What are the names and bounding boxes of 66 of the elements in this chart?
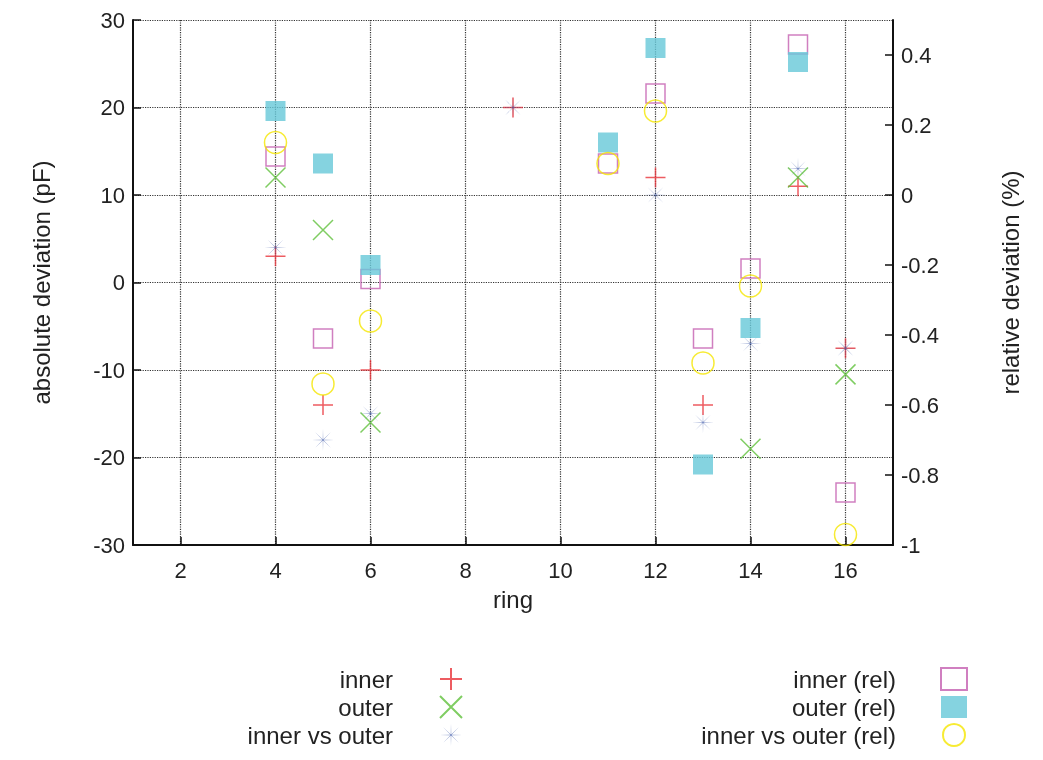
y-axis-title: absolute deviation (pF) [27,160,55,405]
point [692,328,714,349]
point [788,52,808,72]
point [311,372,335,396]
point [360,268,381,290]
y-tick-label: 10 [100,182,125,208]
y2-tick-label: 0.4 [901,42,932,68]
point [360,255,381,275]
x-tick-label: 12 [643,557,668,583]
point [264,236,287,259]
legend-label: inner vs outer (rel) [701,721,896,749]
point [645,83,666,104]
point [312,219,334,241]
point [264,166,287,189]
y2-tick-label: -0.6 [901,392,939,418]
x-tick-label: 14 [738,557,763,583]
point [598,132,618,153]
point [312,328,334,349]
point [359,411,382,434]
point [787,166,809,189]
point [358,309,383,333]
y2-axis-title: relative deviation (%) [996,170,1024,395]
point [265,146,286,167]
point [740,258,761,279]
point [787,34,809,55]
y2-tick-label: -1 [901,532,921,558]
y2-tick-label: 0 [901,182,914,208]
point [312,429,334,451]
x-tick-label: 16 [833,557,858,583]
point [691,351,715,375]
point [740,318,761,338]
point [312,394,334,416]
point [738,274,763,298]
y2-tick-label: -0.4 [901,322,939,348]
x-axis-title: ring [492,585,534,613]
y-tick-label: 20 [100,95,125,120]
y-tick-label: 0 [112,270,125,295]
point [834,363,857,386]
y-tick-label: -20 [93,445,125,470]
x-tick-label: 2 [174,557,187,583]
point [313,153,333,174]
legend-label: inner vs outer [247,721,394,749]
legend-label: outer [338,693,394,721]
point [643,99,668,123]
point [739,438,762,460]
point [359,359,382,381]
point [645,38,666,58]
x-tick-label: 4 [269,557,282,583]
legend-label: inner [339,665,393,693]
y2-tick-label: -0.2 [901,252,939,278]
x-tick-label: 8 [459,557,472,583]
y-tick-label: -10 [93,357,125,383]
x-tick-label: 10 [548,557,573,583]
y-tick-label: 30 [100,7,125,33]
y-tick-label: -30 [93,532,125,558]
legend-label: inner (rel) [793,665,896,693]
y2-tick-label: -0.8 [901,462,939,488]
point [692,394,714,416]
point [835,482,856,503]
legend-label: outer (rel) [791,693,896,721]
point [833,522,858,547]
x-tick-label: 6 [364,557,377,583]
point [263,130,288,155]
y2-tick-label: 0.2 [901,112,932,138]
point [265,101,286,121]
point [693,454,713,475]
